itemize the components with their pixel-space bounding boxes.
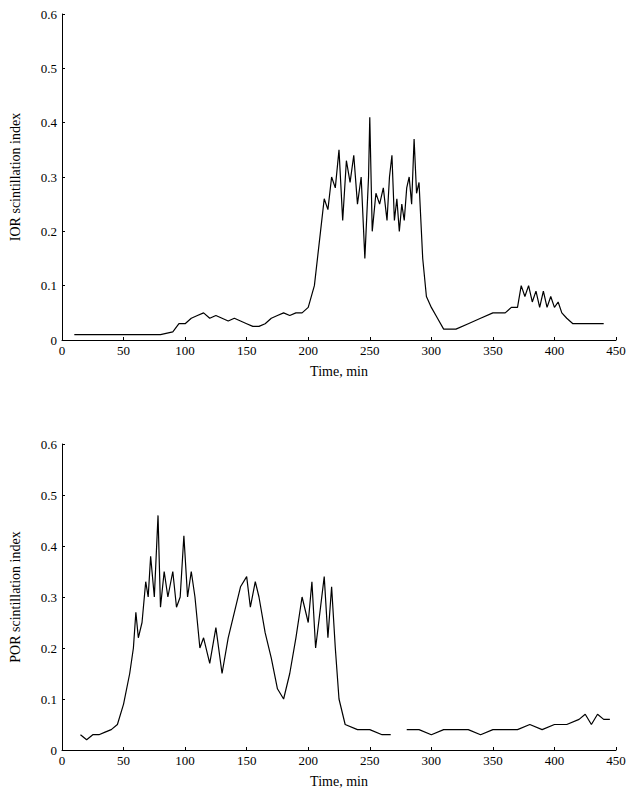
svg-text:150: 150 [237,753,256,768]
svg-text:Time, min: Time, min [310,364,368,379]
svg-text:0.6: 0.6 [41,7,58,22]
svg-text:0: 0 [59,753,66,768]
svg-text:450: 450 [606,343,626,358]
svg-text:Time, min: Time, min [310,774,368,789]
svg-text:200: 200 [298,343,318,358]
svg-text:150: 150 [237,343,256,358]
svg-text:POR scintillation index: POR scintillation index [8,531,23,662]
svg-text:0.5: 0.5 [41,61,57,76]
svg-text:350: 350 [483,753,503,768]
svg-text:0.5: 0.5 [41,488,57,503]
svg-text:450: 450 [606,753,626,768]
svg-text:0.1: 0.1 [41,692,57,707]
svg-text:100: 100 [175,343,195,358]
svg-text:0: 0 [51,743,58,758]
svg-text:0.1: 0.1 [41,278,57,293]
svg-text:0.4: 0.4 [41,539,58,554]
svg-text:400: 400 [545,343,565,358]
svg-text:0.2: 0.2 [41,641,57,656]
svg-text:50: 50 [117,753,130,768]
svg-text:300: 300 [422,753,442,768]
svg-text:100: 100 [175,753,195,768]
svg-text:250: 250 [360,753,380,768]
svg-text:0.6: 0.6 [41,437,58,452]
svg-text:0.4: 0.4 [41,115,58,130]
svg-text:0.2: 0.2 [41,224,57,239]
svg-text:0: 0 [59,343,66,358]
svg-text:350: 350 [483,343,503,358]
svg-text:250: 250 [360,343,380,358]
svg-text:0.3: 0.3 [41,590,57,605]
svg-text:0: 0 [51,333,58,348]
svg-text:200: 200 [298,753,318,768]
svg-text:0.3: 0.3 [41,170,57,185]
svg-text:50: 50 [117,343,130,358]
svg-text:300: 300 [422,343,442,358]
svg-text:400: 400 [545,753,565,768]
svg-text:IOR scintillation index: IOR scintillation index [8,113,23,241]
